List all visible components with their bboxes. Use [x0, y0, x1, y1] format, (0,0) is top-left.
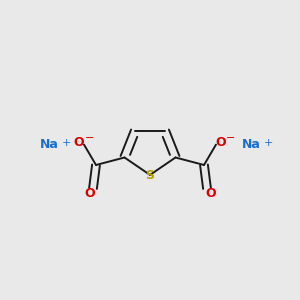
Text: Na: Na [242, 138, 261, 151]
Text: O: O [85, 187, 95, 200]
Text: −: − [85, 133, 94, 143]
Text: −: − [226, 133, 236, 143]
Text: S: S [146, 169, 154, 182]
Text: +: + [264, 138, 274, 148]
Text: O: O [215, 136, 226, 149]
Text: O: O [205, 187, 216, 200]
Text: O: O [74, 136, 84, 149]
Text: +: + [62, 138, 72, 148]
Text: Na: Na [40, 138, 59, 151]
